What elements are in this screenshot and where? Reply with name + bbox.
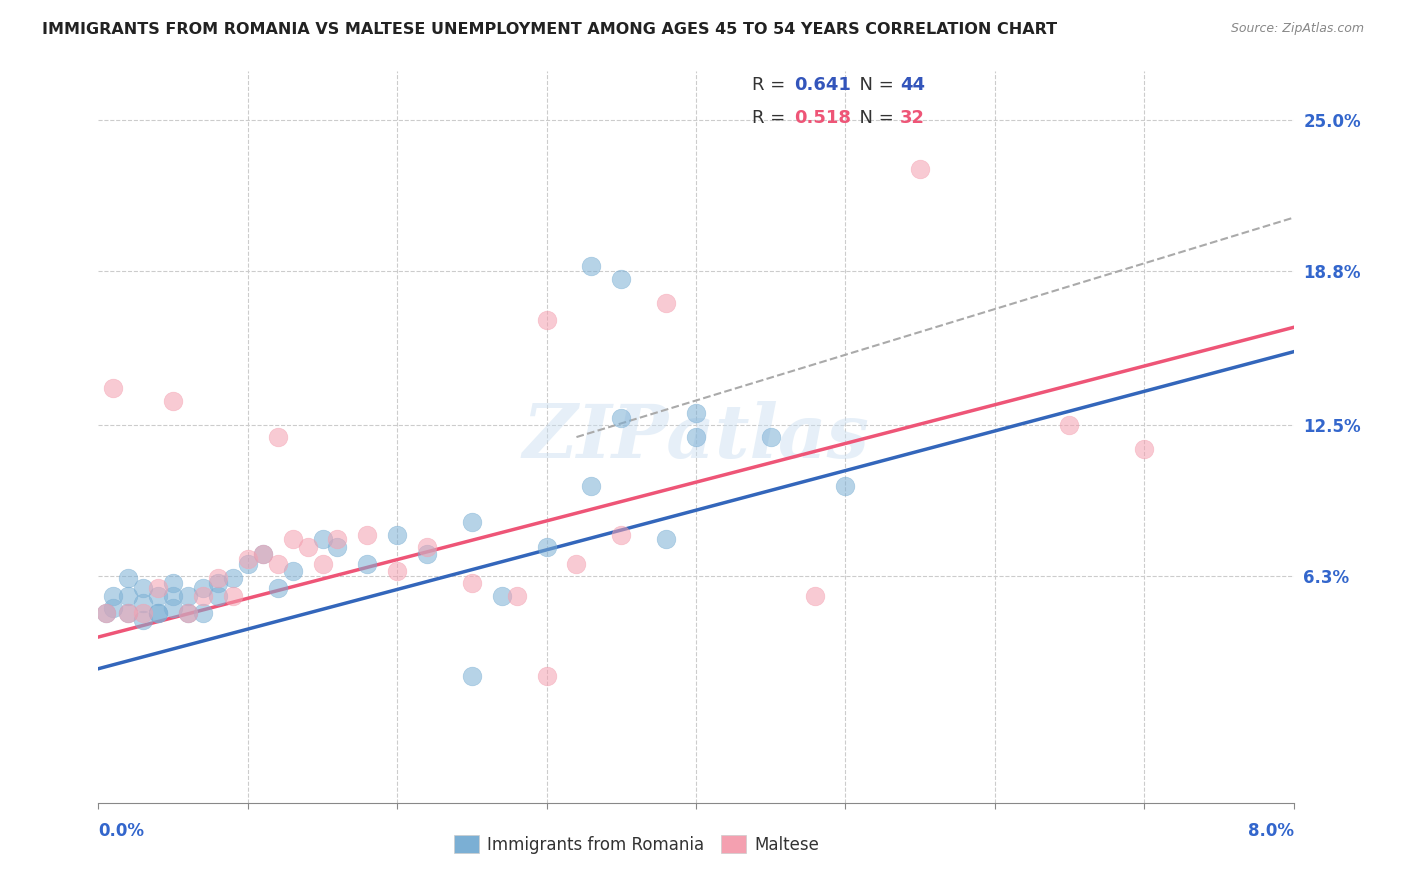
Point	[236, 557, 259, 571]
Point	[103, 600, 125, 615]
Point	[162, 589, 184, 603]
Text: N =: N =	[848, 76, 900, 94]
Point	[252, 547, 274, 561]
Point	[162, 600, 184, 615]
Text: 0.641: 0.641	[794, 76, 851, 94]
Point	[581, 479, 603, 493]
Point	[655, 533, 678, 547]
Point	[252, 547, 274, 561]
Point	[103, 381, 125, 395]
Point	[610, 271, 633, 285]
Point	[804, 589, 827, 603]
Point	[311, 533, 333, 547]
Text: 0.0%: 0.0%	[98, 822, 145, 840]
Text: Source: ZipAtlas.com: Source: ZipAtlas.com	[1230, 22, 1364, 36]
Point	[610, 527, 633, 541]
Text: ZIPatlas: ZIPatlas	[523, 401, 869, 474]
Point	[385, 564, 409, 578]
Point	[281, 533, 304, 547]
Point	[416, 540, 439, 554]
Point	[177, 606, 200, 620]
Text: R =: R =	[752, 109, 792, 127]
Point	[491, 589, 513, 603]
Point	[191, 589, 214, 603]
Point	[326, 540, 349, 554]
Point	[148, 581, 170, 595]
Point	[326, 533, 349, 547]
Point	[222, 589, 245, 603]
Point	[685, 406, 707, 420]
Point	[536, 669, 558, 683]
Text: 0.518: 0.518	[794, 109, 852, 127]
Point	[297, 540, 319, 554]
Point	[536, 540, 558, 554]
Text: R =: R =	[752, 76, 792, 94]
Point	[356, 557, 378, 571]
Point	[759, 430, 782, 444]
Text: 8.0%: 8.0%	[1247, 822, 1294, 840]
Point	[834, 479, 856, 493]
Point	[191, 581, 214, 595]
Point	[385, 527, 409, 541]
Point	[132, 613, 155, 627]
Point	[177, 589, 200, 603]
Point	[416, 547, 439, 561]
Point	[132, 596, 155, 610]
Point	[117, 606, 139, 620]
Point	[581, 260, 603, 274]
Point	[908, 161, 931, 176]
Point	[461, 669, 484, 683]
Point	[281, 564, 304, 578]
Legend: Immigrants from Romania, Maltese: Immigrants from Romania, Maltese	[447, 829, 825, 860]
Point	[148, 589, 170, 603]
Point	[536, 313, 558, 327]
Point	[267, 581, 290, 595]
Point	[94, 606, 117, 620]
Point	[1059, 417, 1081, 432]
Point	[610, 410, 633, 425]
Point	[1133, 442, 1156, 457]
Text: 32: 32	[900, 109, 925, 127]
Point	[655, 296, 678, 310]
Point	[461, 576, 484, 591]
Point	[685, 430, 707, 444]
Point	[117, 572, 139, 586]
Point	[565, 557, 588, 571]
Point	[461, 516, 484, 530]
Point	[94, 606, 117, 620]
Point	[207, 572, 229, 586]
Point	[506, 589, 529, 603]
Point	[207, 576, 229, 591]
Point	[162, 576, 184, 591]
Point	[236, 552, 259, 566]
Point	[311, 557, 333, 571]
Point	[132, 606, 155, 620]
Point	[191, 606, 214, 620]
Text: N =: N =	[848, 109, 900, 127]
Point	[207, 589, 229, 603]
Point	[356, 527, 378, 541]
Point	[117, 589, 139, 603]
Point	[162, 393, 184, 408]
Point	[103, 589, 125, 603]
Point	[148, 606, 170, 620]
Point	[222, 572, 245, 586]
Point	[132, 581, 155, 595]
Point	[267, 430, 290, 444]
Point	[267, 557, 290, 571]
Text: 44: 44	[900, 76, 925, 94]
Point	[177, 606, 200, 620]
Point	[117, 606, 139, 620]
Text: IMMIGRANTS FROM ROMANIA VS MALTESE UNEMPLOYMENT AMONG AGES 45 TO 54 YEARS CORREL: IMMIGRANTS FROM ROMANIA VS MALTESE UNEMP…	[42, 22, 1057, 37]
Point	[148, 606, 170, 620]
